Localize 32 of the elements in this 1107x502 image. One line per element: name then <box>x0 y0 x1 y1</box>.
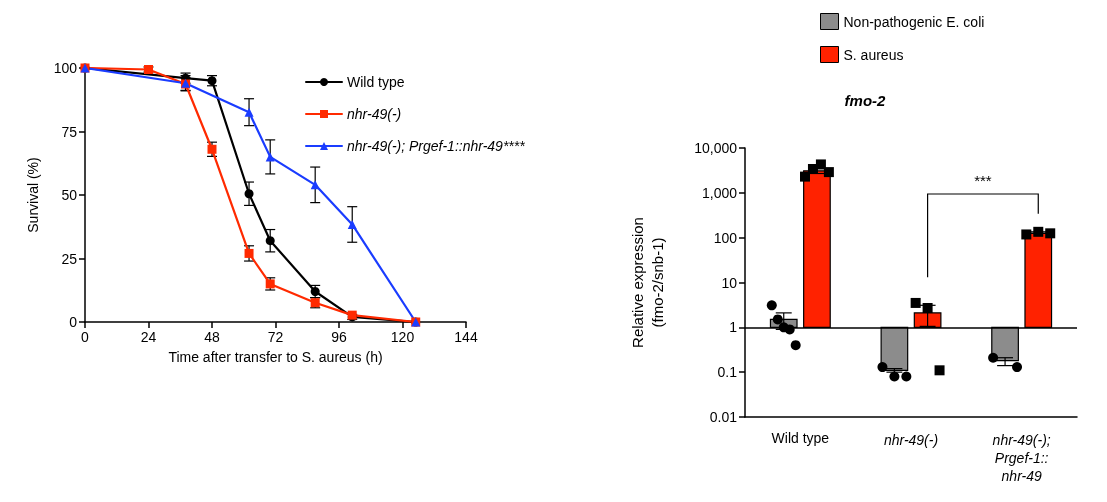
chart-title: fmo-2 <box>844 92 887 109</box>
x-tick-label: nhr-49(-) <box>883 432 939 448</box>
y-tick-label: 0.1 <box>717 364 738 381</box>
legend-label: nhr-49(-); Prgef-1::nhr-49**** <box>347 138 526 154</box>
x-tick-label: Wild type <box>771 430 830 446</box>
y-tick-label: 0 <box>69 314 78 330</box>
y-tick-label: 100 <box>713 229 738 246</box>
y-tick-label: 10,000 <box>694 140 738 156</box>
y-tick-label: 1,000 <box>701 184 738 201</box>
x-tick-label: 96 <box>331 329 347 345</box>
y-tick-label: 25 <box>61 250 78 267</box>
legend-label: S. aureus <box>843 46 904 63</box>
y-tick-label: 75 <box>61 123 78 140</box>
y-tick-label: 100 <box>53 60 78 76</box>
y-axis-title: Relative expression (fmo-2/snb-1) <box>628 217 666 348</box>
y-tick-label: 0.01 <box>709 409 738 425</box>
y-tick-label: 10 <box>721 274 738 291</box>
x-axis-title: Time after transfer to S. aureus (h) <box>168 349 383 365</box>
legend-label: nhr-49(-) <box>347 106 402 122</box>
annotation: *** <box>974 172 992 189</box>
x-tick-label: 24 <box>140 329 157 345</box>
x-tick-label: 72 <box>267 329 284 345</box>
y-tick-label: 1 <box>729 319 738 336</box>
x-tick-label: 48 <box>204 329 220 345</box>
x-tick-label: 144 <box>454 329 478 345</box>
x-tick-label: 120 <box>390 329 415 345</box>
y-tick-label: 50 <box>61 187 78 203</box>
legend-label: Wild type <box>347 74 405 90</box>
y-axis-title: Survival (%) <box>25 157 41 233</box>
x-tick-label: 0 <box>81 329 90 345</box>
x-tick-label: nhr-49(-); Prgef-1::nhr-49 <box>992 432 1051 484</box>
legend-label: Non-pathogenic E. coli <box>843 13 985 30</box>
